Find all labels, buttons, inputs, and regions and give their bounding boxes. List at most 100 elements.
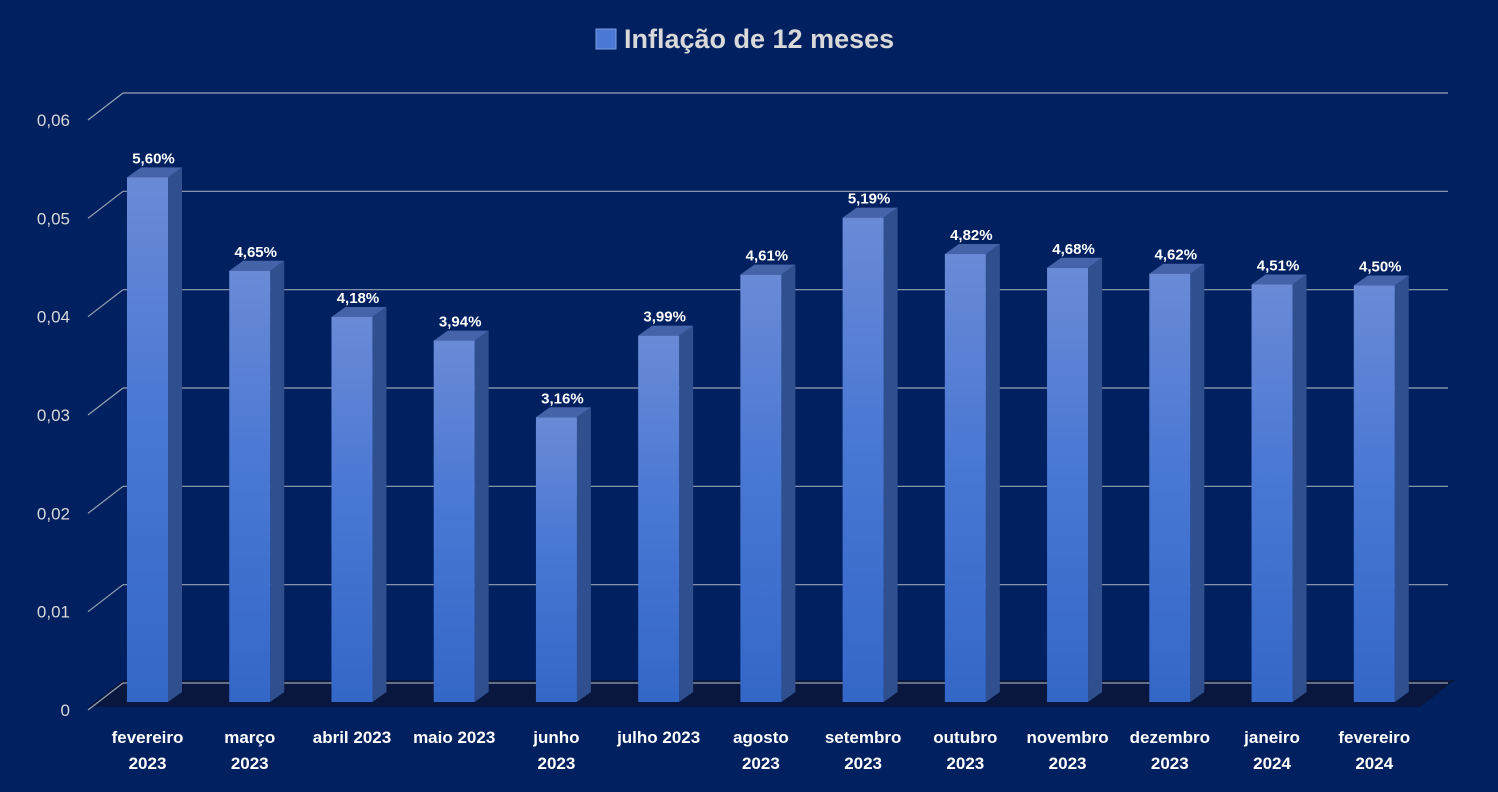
x-tick-label: 2023 [231,754,269,773]
bar-front [331,316,373,702]
bar-top [331,306,387,317]
x-tick-label: outubro [933,728,997,747]
bar-front [1149,273,1191,702]
x-tick-label: janeiro [1243,728,1300,747]
gridline-diagonal [87,584,124,613]
bar [535,407,591,702]
bar [127,167,182,703]
bar-top [638,325,694,336]
bar-side [985,244,1000,703]
bar-front [944,254,986,703]
x-tick-label: 2023 [1151,754,1189,773]
bar [229,260,285,702]
data-label: 4,82% [950,227,993,244]
x-tick-label: fevereiro [1338,728,1410,747]
data-label: 3,99% [643,309,686,326]
x-tick-label: 2023 [129,754,167,773]
data-label: 4,62% [1155,247,1198,264]
bar-top [1047,257,1103,268]
bar-side [1394,275,1409,702]
bar-top [740,264,796,275]
bar-side [781,264,796,702]
bar-front [1353,285,1395,702]
bar-side [576,407,591,702]
x-tick-label: março [224,728,275,747]
bar [1047,257,1103,702]
bar-top [433,330,489,341]
bar-top [842,207,898,218]
data-label: 3,94% [439,314,482,331]
data-labels: 5,60% 4,65% 4,18% 3,94% 3,16% 3,99% 4,61% 5,19%… [132,150,1401,407]
bar-side [474,330,489,702]
x-tick-label: 2023 [844,754,882,773]
data-label: 4,51% [1257,258,1300,275]
gridline-diagonal [87,682,124,711]
gridline-diagonal [87,190,124,219]
x-tick-label: dezembro [1130,728,1210,747]
x-tick-label: agosto [733,728,789,747]
legend-label: Inflação de 12 meses [624,24,894,54]
bar-side [168,167,182,703]
bar [740,264,796,702]
y-tick-label: 0,05 [37,209,70,228]
gridline-diagonal [87,92,124,121]
bar-side [883,207,898,702]
x-tick-label: maio 2023 [413,728,495,747]
x-tick-label: novembro [1026,728,1108,747]
x-tick-label: abril 2023 [313,728,391,747]
bar-side [1292,274,1307,702]
data-label: 3,16% [541,390,584,407]
bar-top [229,260,285,271]
x-tick-label: 2023 [946,754,984,773]
bar-side [270,260,285,702]
data-label: 5,60% [132,150,175,167]
x-tick-label: julho 2023 [616,728,700,747]
y-tick-label: 0,01 [37,603,70,622]
legend: Inflação de 12 meses [595,24,894,54]
data-label: 4,68% [1052,241,1095,258]
bar-top [1251,274,1307,285]
data-label: 4,65% [234,244,277,261]
data-label: 4,18% [337,290,380,307]
bars [127,167,1409,703]
bar-front [1251,284,1293,702]
gridline-diagonal [87,289,124,318]
bar [1149,263,1205,702]
bar-side [679,325,694,702]
x-tick-label: fevereiro [112,728,184,747]
y-axis-ticks: 0 0,01 0,02 0,03 0,04 0,05 0,06 [37,111,70,720]
data-label: 4,61% [746,248,789,265]
gridline-diagonal [87,485,124,514]
bar-side [372,306,387,702]
bar [944,244,1000,703]
x-tick-label: junho [532,728,579,747]
data-label: 5,19% [848,191,891,208]
x-tick-label: 2023 [742,754,780,773]
bar [331,306,387,702]
bar [1251,274,1307,702]
bar-front [1047,267,1089,702]
bar-top [535,407,591,418]
bar-top [1149,263,1205,274]
y-tick-label: 0,06 [37,111,70,130]
legend-swatch [595,28,617,50]
bar [433,330,489,702]
gridline-diagonal [87,387,124,416]
bar-front [433,340,475,702]
bar-front [535,417,577,702]
x-tick-label: 2024 [1355,754,1393,773]
bar [1353,275,1409,702]
bar-side [1190,263,1205,702]
x-tick-label: 2024 [1253,754,1291,773]
bar-front [842,217,884,702]
bar-front [229,270,271,702]
x-tick-label: 2023 [538,754,576,773]
data-label: 4,50% [1359,259,1402,276]
x-tick-label: setembro [825,728,902,747]
bar [842,207,898,702]
y-tick-label: 0,03 [37,406,70,425]
bar-top [127,167,182,178]
bar-side [1088,257,1103,702]
